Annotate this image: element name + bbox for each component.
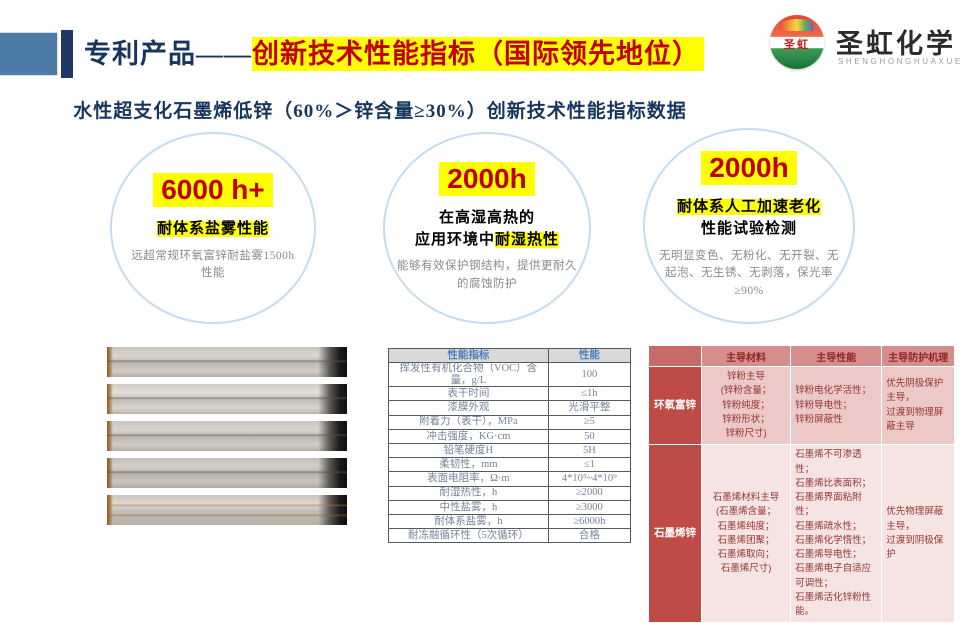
column-header: 性能指标 xyxy=(388,347,549,364)
metric-value: 6000 h+ xyxy=(153,172,273,207)
table-row: 耐体系盐雾，h ≥6000h xyxy=(388,513,632,530)
table-row-epoxy-zinc: 环氧富锌 锌粉主导 (锌粉含量； 锌粉纯度； 锌粉形状； 锌粉尺寸) 锌粉电化学… xyxy=(649,367,954,445)
performance-cell: 锌粉电化学活性； 锌粉导电性； 锌粉屏蔽性 xyxy=(791,367,882,445)
table-row: 挥发性有机化合物（VOC）含量，g/L 100 xyxy=(388,362,632,388)
slide-title: 专利产品——创新技术性能指标（国际领先地位） xyxy=(84,30,704,78)
company-name: 圣虹化学 xyxy=(836,29,956,59)
logo-badge-text: 圣虹 xyxy=(784,39,810,51)
company-name-en: SHENGHONGHUAXUE xyxy=(838,57,960,66)
mechanism-cell: 优先阴极保护主导， 过渡到物理屏蔽主导 xyxy=(882,367,954,445)
metric-desc: 能够有效保护钢结构，提供更耐久 的腐蚀防护 xyxy=(397,260,577,291)
table-row: 表面电阻率，Ω·m 4*10⁵~4*10⁹ xyxy=(388,471,632,487)
material-cell: 锌粉主导 (锌粉含量； 锌粉纯度； 锌粉形状； 锌粉尺寸) xyxy=(701,367,791,445)
metric-value: 2000h xyxy=(439,161,535,196)
row-label: 环氧富锌 xyxy=(649,367,701,445)
table-row: 耐湿热性，h ≥2000 xyxy=(388,485,632,501)
test-panel-photo-stack xyxy=(107,347,347,532)
table-header-row: 性能指标 性能 xyxy=(388,347,632,364)
comparison-table: 主导材料 主导性能 主导防护机理 环氧富锌 锌粉主导 (锌粉含量； 锌粉纯度； … xyxy=(648,345,955,623)
table-row: 附着力（表干），MPa ≥5 xyxy=(388,414,632,430)
slide-subtitle: 水性超支化石墨烯低锌（60%＞锌含量≥30%）创新技术性能指标数据 xyxy=(73,101,687,122)
table-row: 柔韧性，mm ≤1 xyxy=(388,457,632,473)
company-logo-icon: 圣虹 xyxy=(770,15,824,69)
slide-title-highlight: 创新技术性能指标（国际领先地位） xyxy=(252,37,704,71)
slide-title-prefix: 专利产品—— xyxy=(84,39,252,69)
metric-circle-aging: 2000h 耐体系人工加速老化 性能试验检测 无明显变色、无粉化、无开裂、无 起… xyxy=(643,128,855,324)
rainbow-arc-icon xyxy=(781,19,813,31)
column-header: 主导防护机理 xyxy=(882,346,954,366)
metric-heading: 耐体系人工加速老化 性能试验检测 xyxy=(676,199,821,237)
metric-heading: 耐体系盐雾性能 xyxy=(156,220,269,237)
metric-desc: 远超常规环氧富锌耐盐雾1500h 性能 xyxy=(131,249,295,280)
table-row: 表干时间 ≤1h xyxy=(388,386,632,402)
title-accent-square xyxy=(0,33,57,75)
test-panel-photo xyxy=(107,495,347,525)
column-header: 性能 xyxy=(547,347,632,364)
metric-circle-salt-spray: 6000 h+ 耐体系盐雾性能 远超常规环氧富锌耐盐雾1500h 性能 xyxy=(110,132,316,324)
table-row: 中性盐雾，h ≥3000 xyxy=(388,499,632,515)
test-panel-photo xyxy=(107,421,347,451)
mechanism-cell: 优先物理屏蔽主导， 过渡到阴极保护 xyxy=(882,445,954,623)
table-row: 耐冻融循环性（5次循环） 合格 xyxy=(388,528,632,544)
table-row-graphene-zinc: 石墨烯锌 石墨烯材料主导 (石墨烯含量； 石墨烯纯度； 石墨烯团聚； 石墨烯取向… xyxy=(649,445,954,623)
performance-table: 性能指标 性能 挥发性有机化合物（VOC）含量，g/L 100 表干时间 ≤1h 漆… xyxy=(388,347,632,544)
table-row: 铅笔硬度H 5H xyxy=(388,443,632,459)
metric-desc: 无明显变色、无粉化、无开裂、无 起泡、无生锈、无剥落，保光率 ≥90% xyxy=(659,249,839,298)
test-panel-photo xyxy=(107,347,347,377)
table-row: 冲击强度，KG·cm 50 xyxy=(388,428,632,445)
test-panel-photo xyxy=(107,384,347,414)
row-label: 石墨烯锌 xyxy=(649,445,701,623)
column-header: 主导材料 xyxy=(701,346,791,366)
corner-cell xyxy=(649,346,701,366)
presentation-slide: { "header": { "title_prefix": "专利产品——", … xyxy=(0,15,960,623)
material-cell: 石墨烯材料主导 (石墨烯含量； 石墨烯纯度； 石墨烯团聚； 石墨烯取向； 石墨烯… xyxy=(701,445,791,623)
table-header-row: 主导材料 主导性能 主导防护机理 xyxy=(649,346,954,366)
title-accent-bar xyxy=(61,30,73,78)
test-panel-photo xyxy=(107,458,347,488)
metric-value: 2000h xyxy=(701,151,797,186)
performance-cell: 石墨烯不可渗透性； 石墨烯比表面积； 石墨烯界面粘附性； 石墨烯疏水性； 石墨烯… xyxy=(791,445,882,623)
column-header: 主导性能 xyxy=(791,346,882,366)
table-row: 漆膜外观 光滑平整 xyxy=(388,400,632,416)
metric-heading: 在高湿高热的 应用环境中耐湿热性 xyxy=(414,209,560,248)
metric-circle-damp-heat: 2000h 在高湿高热的 应用环境中耐湿热性 能够有效保护钢结构，提供更耐久 的… xyxy=(383,132,591,324)
